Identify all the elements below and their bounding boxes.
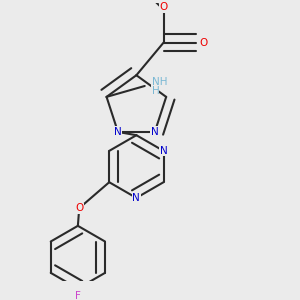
Text: O: O xyxy=(160,2,168,12)
Text: N: N xyxy=(151,127,159,137)
Text: O: O xyxy=(75,203,83,213)
Text: O: O xyxy=(199,38,207,47)
Text: N: N xyxy=(133,193,140,203)
Text: H: H xyxy=(152,86,159,96)
Text: F: F xyxy=(75,291,81,300)
Text: NH: NH xyxy=(152,77,167,87)
Text: N: N xyxy=(160,146,167,156)
Text: N: N xyxy=(114,127,122,137)
